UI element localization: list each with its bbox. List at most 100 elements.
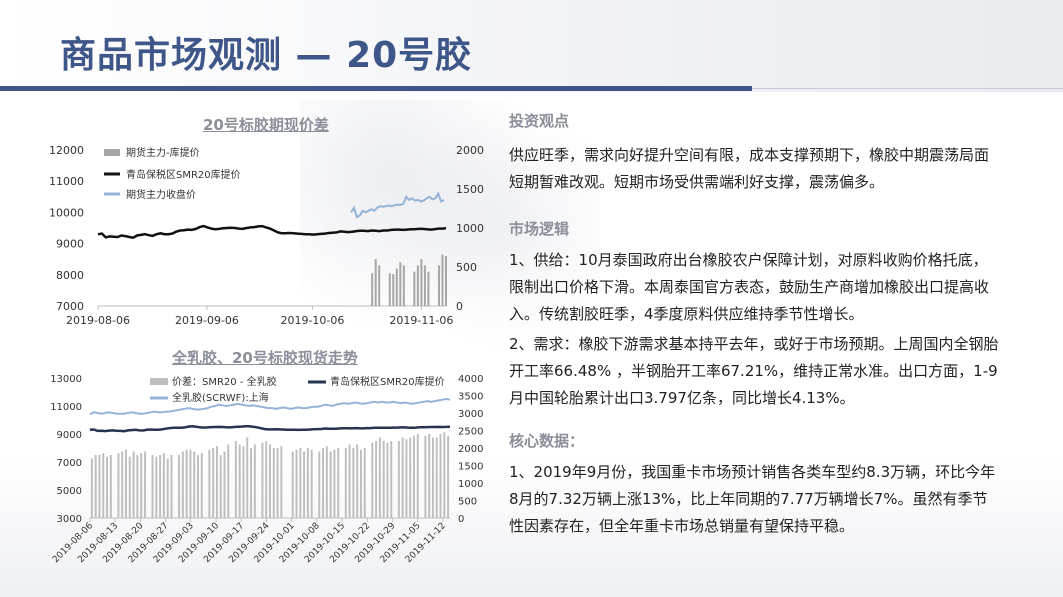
chart2-spread-bar (382, 441, 385, 518)
chart1-right-tick: 2000 (456, 144, 484, 157)
title-underline-thin (752, 88, 1063, 89)
chart1-legend-label: 期货主力-库提价 (126, 146, 200, 159)
chart1-right-tick: 1000 (456, 222, 484, 235)
section-paragraph-truck-sales: 1、2019年9月份，我国重卡市场预计销售各类车型约8.3万辆，环比今年8月的7… (509, 463, 996, 535)
chart2-spread-bar (189, 449, 192, 518)
chart2-spread-bar (125, 449, 127, 518)
chart2-left-tick: 7000 (57, 458, 82, 469)
chart1-left-tick: 10000 (49, 206, 84, 219)
chart1-title: 20号标胶期现价差 (203, 116, 329, 134)
chart1-spread-bar (402, 265, 405, 306)
chart2-spread-bar (416, 434, 419, 518)
chart2-spread-bar (197, 455, 199, 518)
chart1-legend-swatch-bar (104, 149, 120, 156)
chart1-spread-bar (395, 268, 398, 306)
header-band (0, 0, 1063, 92)
chart2-spread-bar (170, 455, 173, 518)
chart2-spread-bar (356, 444, 359, 518)
chart2-spread-bar (227, 444, 230, 518)
chart2-right-tick: 3000 (458, 409, 483, 420)
chart2-spread-bar (185, 449, 188, 518)
chart2-spread-bar (291, 451, 294, 518)
chart1-right-tick: 500 (456, 261, 477, 274)
chart2-spot-line (89, 424, 451, 433)
chart2-spread-bar (242, 446, 245, 518)
chart2-left-tick: 13000 (50, 374, 82, 385)
chart2-spread-bar (390, 441, 393, 518)
chart2-spread-bar (219, 455, 222, 518)
chart2-spread-bar (162, 453, 165, 518)
chart1-x-tick: 2019-09-06 (175, 314, 239, 327)
chart2-spread-bar (276, 448, 279, 518)
chart2-spread-bar (428, 434, 431, 518)
title-underline (0, 86, 752, 91)
chart2-spread-bar (234, 441, 237, 518)
chart2-spread-bar (261, 442, 264, 518)
chart2-spread-bar (435, 437, 438, 518)
chart2-spread-bar (178, 455, 181, 518)
chart2-spread-bar (325, 446, 328, 518)
chart2-spread-bar (155, 456, 158, 518)
chart2-right-tick: 2500 (458, 427, 483, 438)
chart2-left-tick: 3000 (57, 514, 82, 525)
chart2-spread-bar (253, 444, 256, 518)
chart2-spread-bar (333, 449, 336, 518)
chart2-right-tick: 2000 (458, 444, 483, 455)
chart2-left-tick: 11000 (50, 402, 82, 413)
section-paragraph-view: 供应旺季，需求向好提升空间有限，成本支撑预期下，橡胶中期震荡局面短期暂难改观。短… (509, 146, 990, 191)
chart2-spread-bar (269, 444, 271, 518)
chart2-spread-bar (299, 448, 302, 518)
chart1-spread-bar (413, 271, 416, 306)
chart2-spread-bar (375, 441, 378, 518)
chart2-spot-trend-chart: 1300011000900070005000300040003500300025… (50, 374, 483, 565)
background-fade (0, 457, 1063, 597)
chart2-spread-bar (303, 451, 306, 518)
chart2-spread-bar (447, 435, 450, 518)
chart2-spread-bar (310, 449, 313, 518)
chart2-spread-bar (280, 446, 283, 518)
background-world-map (300, 100, 600, 360)
chart1-legend-label: 期货主力收盘价 (126, 188, 196, 201)
chart1-spread-bar (399, 262, 402, 306)
chart1-spread-bar (423, 265, 426, 306)
chart1-spread-bar (392, 274, 395, 306)
chart2-spread-bar (140, 453, 143, 518)
chart1-x-tick: 2019-11-06 (389, 314, 453, 327)
chart2-spread-bar (409, 437, 412, 518)
page-title: 商品市场观测 — 20号胶 (60, 35, 473, 76)
chart1-spread-bar (378, 265, 381, 306)
chart2-right-tick: 3500 (458, 392, 483, 403)
chart1-right-tick: 0 (456, 300, 463, 313)
chart2-legend-swatch-bar (150, 378, 168, 385)
chart2-spread-bar (306, 448, 309, 518)
chart1-x-tick: 2019-08-06 (66, 314, 130, 327)
chart2-legend-label: 全乳胶(SCRWF):上海 (172, 391, 269, 404)
chart1-spread-bar (371, 273, 374, 306)
chart1-futures-line (350, 191, 445, 219)
chart2-right-tick: 0 (458, 514, 464, 525)
chart2-spread-bar (246, 437, 249, 518)
chart1-left-tick: 9000 (56, 238, 84, 251)
chart1-spread-bar (427, 271, 430, 306)
chart1-left-tick: 12000 (49, 144, 84, 157)
section-paragraph-supply: 1、供给：10月泰国政府出台橡胶农户保障计划，对原料收购价格托底，限制出口价格下… (509, 251, 990, 323)
chart2-spread-bar (250, 448, 253, 518)
chart2-spread-bar (386, 442, 389, 518)
chart2-spread-bar (98, 455, 101, 518)
chart2-spread-bar (371, 442, 374, 518)
chart2-spread-bar (413, 435, 415, 518)
chart2-spread-bar (431, 437, 434, 518)
chart2-spread-bar (181, 451, 184, 518)
chart2-spread-bar (200, 453, 203, 518)
chart2-spread-bar (295, 449, 298, 518)
chart2-spread-bar (272, 448, 275, 518)
chart2-spread-bar (405, 439, 408, 518)
chart2-spread-bar (193, 451, 196, 518)
chart2-spread-bar (397, 441, 400, 518)
chart1-spread-bar (416, 265, 419, 306)
chart2-spread-bar (401, 437, 404, 518)
chart2-spread-bar (166, 458, 169, 518)
chart2-legend-label: 价差：SMR20 - 全乳胶 (172, 375, 277, 388)
chart2-title: 全乳胶、20号标胶现货走势 (172, 349, 358, 367)
chart2-spread-bar (215, 446, 218, 518)
